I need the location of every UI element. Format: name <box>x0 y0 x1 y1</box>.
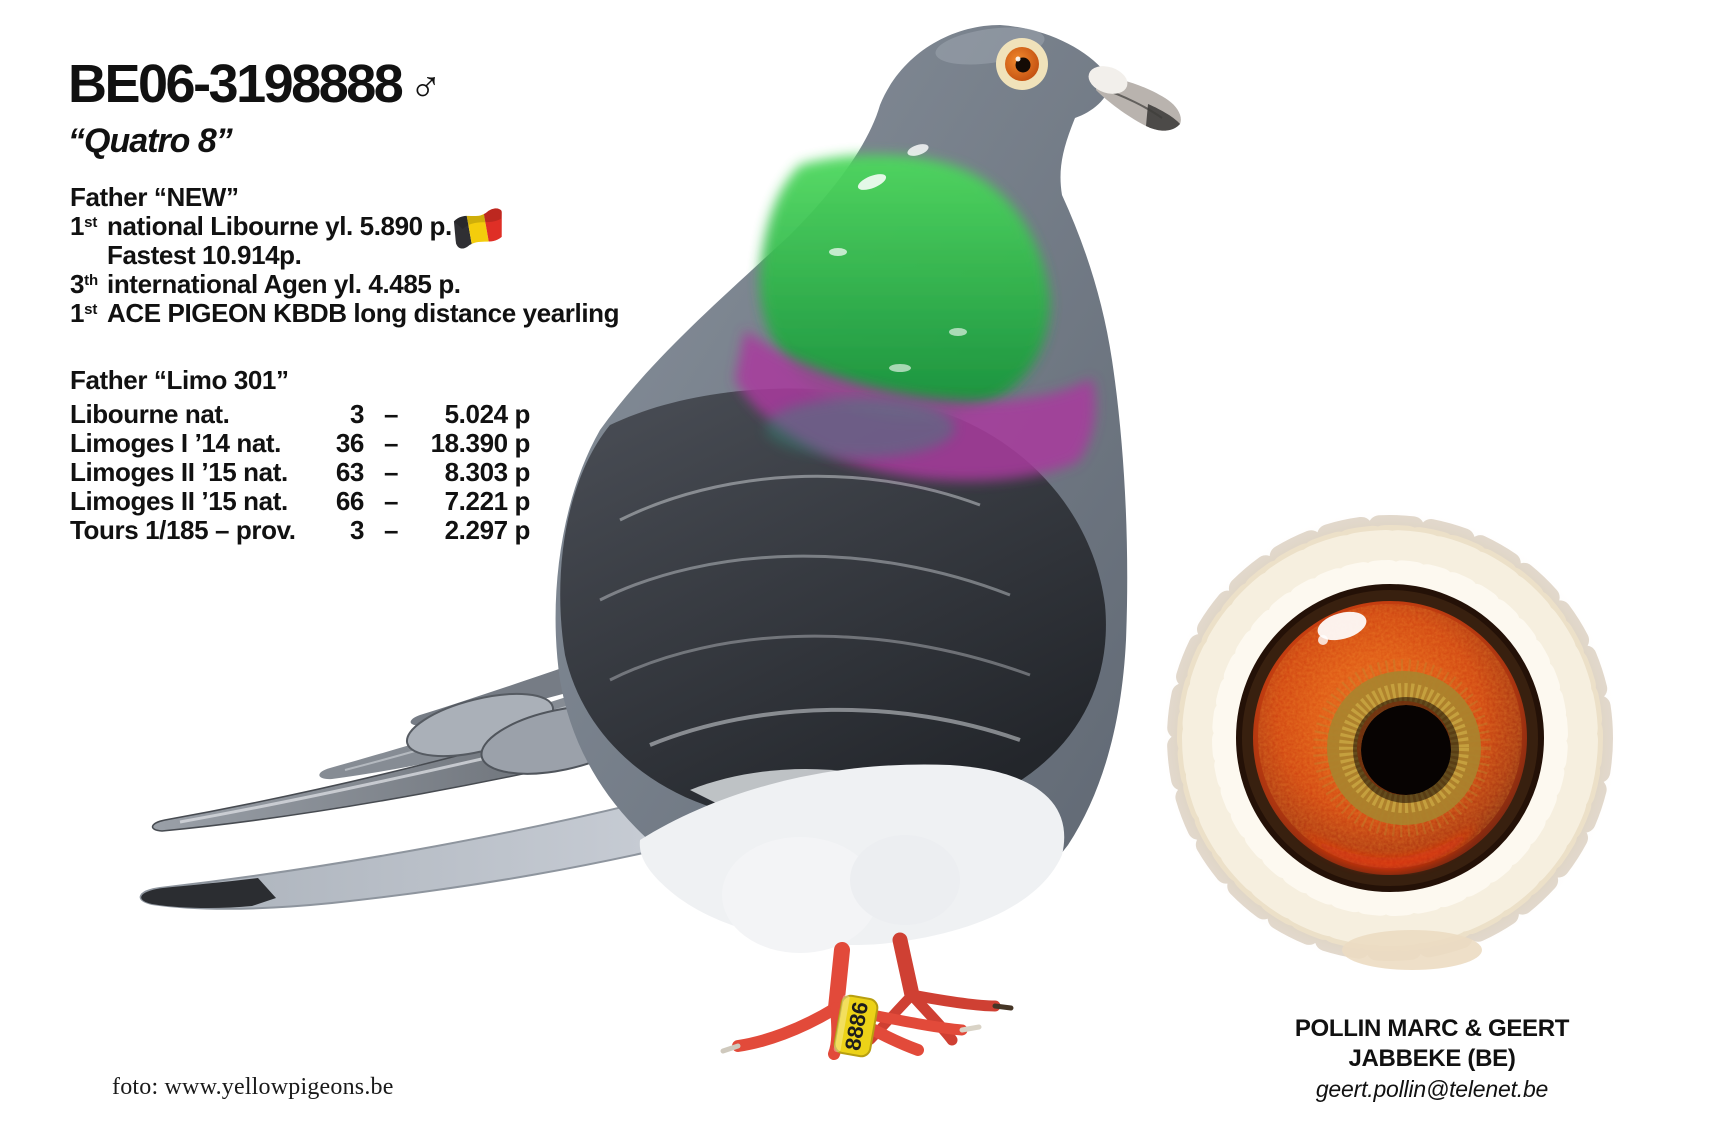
race-place: 66 <box>335 486 365 516</box>
result-text: Fastest 10.914p. <box>107 240 302 270</box>
race-name: Limoges II ’15 nat. <box>70 486 288 516</box>
race-points: 18.390 p <box>430 428 531 458</box>
dash: – <box>383 457 399 487</box>
table-row: Limoges I ’14 nat. 36 – 18.390 p <box>70 429 630 458</box>
breeder-location: JABBEKE (BE) <box>1348 1045 1516 1072</box>
race-name: Limoges I ’14 nat. <box>70 428 281 458</box>
male-symbol: ♂ <box>409 61 443 110</box>
breeder-contact: POLLIN MARC & GEERT JABBEKE (BE) geert.p… <box>1200 1014 1664 1104</box>
race-points: 7.221 p <box>444 486 531 516</box>
race-place: 36 <box>335 428 365 458</box>
rank-suffix: st <box>84 301 98 318</box>
race-place: 63 <box>335 457 365 487</box>
belgium-flag-icon <box>451 207 508 250</box>
rank-number: 1 <box>70 298 85 328</box>
dash: – <box>383 515 399 545</box>
ring-number: BE06-3198888 <box>68 54 404 114</box>
leg-band: 8886 <box>833 994 879 1058</box>
race-name: Tours 1/185 – prov. <box>70 515 296 545</box>
rank-number: 1 <box>70 211 85 241</box>
result-text: international Agen yl. 4.485 p. <box>107 269 461 299</box>
pigeon-nickname: “Quatro 8” <box>68 122 233 160</box>
breeder-email: geert.pollin@telenet.be <box>1315 1076 1549 1102</box>
result-text: ACE PIGEON KBDB long distance yearling <box>107 298 620 328</box>
dash: – <box>383 486 399 516</box>
race-name: Libourne nat. <box>70 399 230 429</box>
father-limo-heading: Father “Limo 301” <box>70 365 289 395</box>
tail-tip <box>141 878 276 909</box>
dash: – <box>383 428 399 458</box>
eye-pupil <box>1361 705 1451 795</box>
rank-number: 3 <box>70 269 85 299</box>
breeder-name: POLLIN MARC & GEERT <box>1294 1015 1570 1042</box>
result-text: national Libourne yl. 5.890 p. <box>107 211 452 241</box>
table-row: Limoges II ’15 nat. 66 – 7.221 p <box>70 487 630 516</box>
table-row: Libourne nat. 3 – 5.024 p <box>70 400 630 429</box>
title-block: BE06-3198888 ♂ “Quatro 8” <box>68 57 443 161</box>
eye-highlight <box>1317 611 1367 641</box>
result-line: Fastest 10.914p. <box>70 241 630 270</box>
father-limo-results: Father “Limo 301” Libourne nat. 3 – 5.02… <box>70 366 630 545</box>
table-row: Limoges II ’15 nat. 63 – 8.303 p <box>70 458 630 487</box>
result-line: 1st national Libourne yl. 5.890 p. <box>70 212 630 241</box>
race-points: 5.024 p <box>444 399 531 429</box>
father-new-heading: Father “NEW” <box>70 182 239 212</box>
feet <box>720 932 1014 1060</box>
rank-suffix: th <box>84 272 99 289</box>
belly-white-feathers <box>639 764 1065 953</box>
race-place: 3 <box>349 515 364 545</box>
eye-close-up-photo <box>1160 508 1620 970</box>
race-points: 2.297 p <box>444 515 531 545</box>
pigeon-photo: 8886 <box>139 25 1181 1060</box>
eye-iris <box>1253 601 1527 875</box>
pigeon-head <box>935 27 1181 131</box>
tail-feathers <box>139 788 702 910</box>
rank-suffix: st <box>84 214 98 231</box>
race-place: 3 <box>349 399 364 429</box>
result-line: 1st ACE PIGEON KBDB long distance yearli… <box>70 299 630 328</box>
dash: – <box>383 399 399 429</box>
photo-credit: foto: www.yellowpigeons.be <box>112 1074 394 1100</box>
neck-iridescence <box>735 144 1096 482</box>
race-name: Limoges II ’15 nat. <box>70 457 288 487</box>
table-row: Tours 1/185 – prov. 3 – 2.297 p <box>70 516 630 545</box>
race-points: 8.303 p <box>444 457 531 487</box>
eye-cere-bead-ring <box>1167 515 1613 961</box>
father-new-results: Father “NEW” 1st national Libourne yl. 5… <box>70 183 630 328</box>
page-title: BE06-3198888 ♂ <box>68 57 443 114</box>
beak-wattle <box>1088 66 1128 94</box>
result-line: 3th international Agen yl. 4.485 p. <box>70 270 630 299</box>
